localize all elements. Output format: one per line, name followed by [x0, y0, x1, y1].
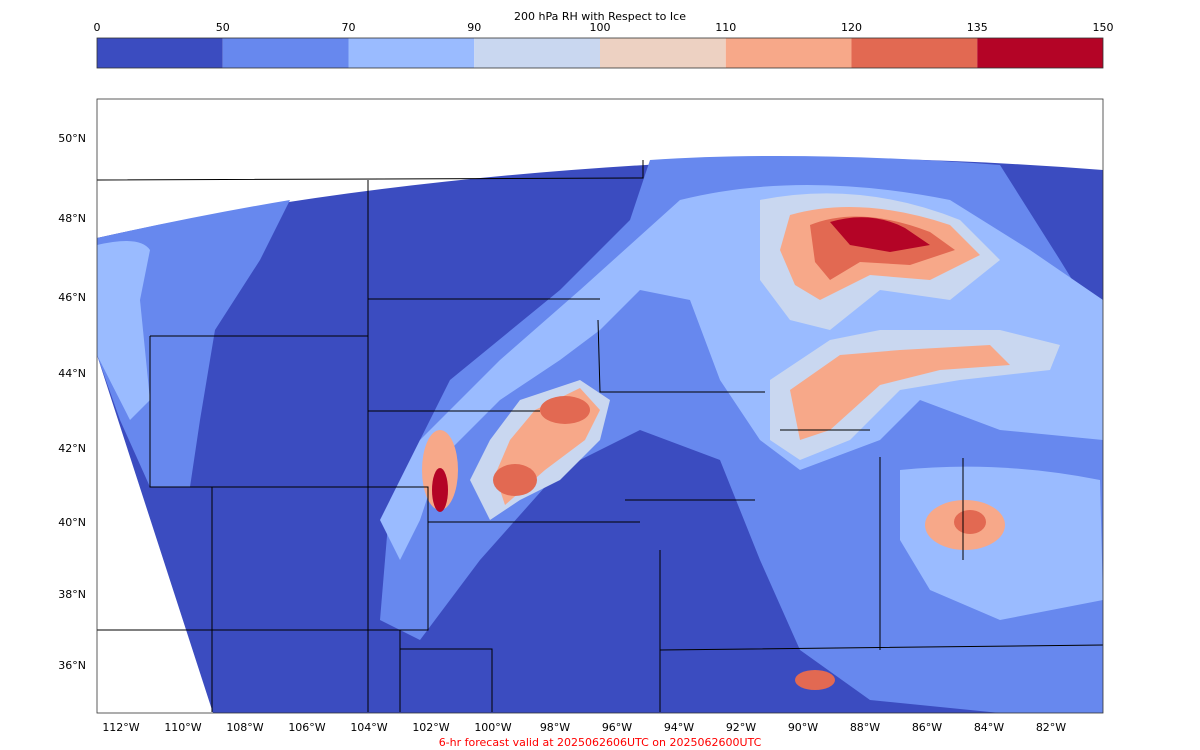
field-patch: [97, 241, 150, 420]
map-field: [97, 156, 1103, 713]
colorbar-tick-label: 0: [94, 21, 101, 34]
colorbar-tick-label: 90: [467, 21, 481, 34]
colorbar-segment: [222, 38, 349, 68]
lon-label: 96°W: [602, 721, 632, 734]
border: [211, 298, 661, 712]
lon-label: 112°W: [102, 721, 139, 734]
colorbar-tick-label: 120: [841, 21, 862, 34]
field-patch: [432, 468, 448, 512]
lon-label: 88°W: [850, 721, 880, 734]
lat-label: 40°N: [58, 516, 86, 529]
lon-label: 100°W: [474, 721, 511, 734]
lat-label: 42°N: [58, 442, 86, 455]
colorbar-segment: [474, 38, 600, 68]
lon-label: 86°W: [912, 721, 942, 734]
field-patch: [540, 396, 590, 424]
colorbar-segment: [600, 38, 726, 68]
colorbar-frame: [96, 37, 1104, 69]
lon-label: 84°W: [974, 721, 1004, 734]
lat-label: 48°N: [58, 212, 86, 225]
lat-label: 46°N: [58, 291, 86, 304]
colorbar-segment: [725, 38, 852, 68]
field-patch: [795, 670, 835, 690]
border: [97, 160, 644, 181]
colorbar-tick-label: 50: [216, 21, 230, 34]
colorbar-title: 200 hPa RH with Respect to Ice: [514, 10, 686, 23]
field-patch: [954, 510, 986, 534]
lon-label: 106°W: [288, 721, 325, 734]
colorbar-tick-label: 70: [342, 21, 356, 34]
lon-label: 104°W: [350, 721, 387, 734]
lat-label: 44°N: [58, 367, 86, 380]
lat-labels: 50°N 48°N 46°N 44°N 42°N 40°N 38°N 36°N: [58, 132, 86, 672]
lat-label: 38°N: [58, 588, 86, 601]
border: [597, 319, 1103, 651]
lon-label: 82°W: [1036, 721, 1066, 734]
colorbar-tick-label: 135: [967, 21, 988, 34]
field-patch: [493, 464, 537, 496]
lon-label: 90°W: [788, 721, 818, 734]
colorbar-tick-label: 110: [715, 21, 736, 34]
state-borders: [97, 160, 1103, 712]
colorbar-segment: [977, 38, 1103, 68]
colorbar-tick-label: 100: [590, 21, 611, 34]
map-frame: [96, 98, 1104, 714]
colorbar-segment: [348, 38, 475, 68]
lon-label: 110°W: [164, 721, 201, 734]
border: [97, 180, 429, 712]
colorbar-segment: [851, 38, 978, 68]
field-patch: [790, 345, 1010, 440]
field-patch: [830, 217, 930, 252]
lon-label: 102°W: [412, 721, 449, 734]
lon-label: 98°W: [540, 721, 570, 734]
lon-labels: 112°W 110°W 108°W 106°W 104°W 102°W 100°W 98°W 9…: [102, 721, 1066, 734]
colorbar: 0 50 70 90 100 110 120 135 150: [94, 21, 1114, 68]
colorbar-segment: [97, 38, 223, 68]
lat-label: 50°N: [58, 132, 86, 145]
lon-label: 94°W: [664, 721, 694, 734]
colorbar-tick-label: 150: [1093, 21, 1114, 34]
footer: 6-hr forecast valid at 2025062606UTC on …: [439, 736, 762, 749]
lat-label: 36°N: [58, 659, 86, 672]
lon-label: 92°W: [726, 721, 756, 734]
lon-label: 108°W: [226, 721, 263, 734]
